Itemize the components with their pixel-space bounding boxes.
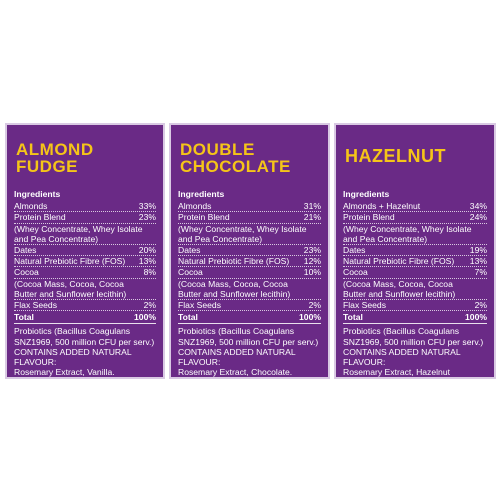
ingredient-row: Cocoa 7%: [343, 267, 487, 279]
ingredient-subnote: (Cocoa Mass, Cocoa, Cocoa Butter and Sun…: [343, 279, 487, 301]
flavour-title-line: DOUBLE: [180, 140, 255, 159]
ingredient-name: Cocoa: [14, 267, 39, 278]
ingredient-row: Dates 19%: [343, 245, 487, 257]
ingredient-row: Almonds 31%: [178, 201, 321, 213]
ingredient-percent: 23%: [303, 245, 321, 256]
total-row: Total 100%: [343, 312, 487, 325]
flavour-title-line: FUDGE: [16, 157, 78, 176]
total-label: Total: [14, 312, 34, 323]
panel-hazelnut: HAZELNUT Ingredients Almonds + Hazelnut 34%…: [334, 123, 496, 379]
total-value: 100%: [134, 312, 156, 323]
total-label: Total: [178, 312, 198, 323]
ingredient-percent: 12%: [303, 256, 321, 267]
ingredients-heading: Ingredients: [14, 189, 61, 199]
ingredient-percent: 13%: [138, 256, 156, 267]
ingredient-row: Almonds 33%: [14, 201, 156, 213]
ingredient-subnote: (Cocoa Mass, Cocoa, Cocoa Butter and Sun…: [178, 279, 321, 301]
ingredients-list: Ingredients Almonds 31% Protein Blend 21% (Wh…: [178, 189, 321, 377]
ingredient-percent: 34%: [469, 201, 487, 212]
ingredient-row: Flax Seeds 2%: [178, 300, 321, 312]
ingredient-row: Cocoa 10%: [178, 267, 321, 279]
flavour-title: ALMOND FUDGE: [16, 141, 94, 175]
ingredient-subnote: (Whey Concentrate, Whey Isolate and Pea …: [178, 224, 321, 246]
ingredient-name: Flax Seeds: [14, 300, 57, 311]
ingredient-row: Almonds + Hazelnut 34%: [343, 201, 487, 213]
flavour-text: Rosemary Extract, Vanilla.: [14, 367, 115, 378]
total-row: Total 100%: [178, 312, 321, 325]
flavour-title-line: ALMOND: [16, 140, 94, 159]
ingredient-name: Almonds + Hazelnut: [343, 201, 421, 212]
ingredient-name: Natural Prebiotic Fibre (FOS): [178, 256, 290, 267]
ingredient-row: Dates 23%: [178, 245, 321, 257]
probiotics-note: Probiotics (Bacillus Coagulans SNZ1969, …: [343, 326, 484, 347]
ingredient-name: Natural Prebiotic Fibre (FOS): [343, 256, 455, 267]
ingredient-name: Almonds: [14, 201, 48, 212]
flavour-heading: CONTAINS ADDED NATURAL FLAVOUR:: [343, 346, 461, 368]
ingredient-row: Cocoa 8%: [14, 267, 156, 279]
ingredient-name: Protein Blend: [178, 212, 230, 223]
ingredient-row: Flax Seeds 2%: [343, 300, 487, 312]
ingredient-name: Protein Blend: [14, 212, 66, 223]
total-row: Total 100%: [14, 312, 156, 325]
ingredient-name: Dates: [343, 245, 366, 256]
ingredient-row: Natural Prebiotic Fibre (FOS) 12%: [178, 256, 321, 268]
ingredient-percent: 8%: [143, 267, 156, 278]
ingredient-percent: 7%: [474, 267, 487, 278]
ingredient-name: Dates: [178, 245, 201, 256]
ingredient-percent: 24%: [469, 212, 487, 223]
total-value: 100%: [299, 312, 321, 323]
ingredient-percent: 2%: [143, 300, 156, 311]
ingredient-name: Natural Prebiotic Fibre (FOS): [14, 256, 126, 267]
ingredient-percent: 13%: [469, 256, 487, 267]
ingredient-percent: 19%: [469, 245, 487, 256]
ingredients-list: Ingredients Almonds + Hazelnut 34% Protein …: [343, 189, 487, 377]
flavour-text: Rosemary Extract, Chocolate.: [178, 367, 293, 378]
ingredient-percent: 21%: [303, 212, 321, 223]
ingredient-subnote: (Whey Concentrate, Whey Isolate and Pea …: [343, 224, 487, 246]
ingredient-row: Protein Blend 21%: [178, 212, 321, 224]
ingredient-percent: 31%: [303, 201, 321, 212]
ingredient-percent: 2%: [308, 300, 321, 311]
ingredient-name: Cocoa: [343, 267, 368, 278]
ingredient-percent: 33%: [138, 201, 156, 212]
ingredient-percent: 10%: [303, 267, 321, 278]
ingredient-percent: 20%: [138, 245, 156, 256]
ingredient-row: Protein Blend 24%: [343, 212, 487, 224]
ingredient-row: Protein Blend 23%: [14, 212, 156, 224]
ingredient-name: Cocoa: [178, 267, 203, 278]
ingredient-row: Natural Prebiotic Fibre (FOS) 13%: [14, 256, 156, 268]
flavour-title: HAZELNUT: [345, 146, 446, 166]
ingredients-heading: Ingredients: [178, 189, 225, 199]
flavour-title: DOUBLE CHOCOLATE: [180, 141, 291, 175]
total-label: Total: [343, 312, 363, 323]
ingredients-heading: Ingredients: [343, 189, 390, 199]
ingredient-name: Almonds: [178, 201, 212, 212]
flavour-title-line: HAZELNUT: [345, 146, 446, 166]
ingredient-row: Dates 20%: [14, 245, 156, 257]
flavour-text: Rosemary Extract, Hazelnut: [343, 367, 450, 378]
ingredient-name: Flax Seeds: [343, 300, 386, 311]
ingredient-row: Natural Prebiotic Fibre (FOS) 13%: [343, 256, 487, 268]
probiotics-note: Probiotics (Bacillus Coagulans SNZ1969, …: [14, 326, 155, 347]
flavour-title-line: CHOCOLATE: [180, 157, 291, 176]
ingredient-subnote: (Cocoa Mass, Cocoa, Cocoa Butter and Sun…: [14, 279, 156, 301]
ingredient-percent: 23%: [138, 212, 156, 223]
probiotics-note: Probiotics (Bacillus Coagulans SNZ1969, …: [178, 326, 319, 347]
ingredient-subnote: (Whey Concentrate, Whey Isolate and Pea …: [14, 224, 156, 246]
ingredient-row: Flax Seeds 2%: [14, 300, 156, 312]
ingredients-list: Ingredients Almonds 33% Protein Blend 23% (Wh…: [14, 189, 156, 377]
ingredient-name: Flax Seeds: [178, 300, 221, 311]
ingredient-percent: 2%: [474, 300, 487, 311]
flavour-heading: CONTAINS ADDED NATURAL FLAVOUR:: [178, 346, 296, 368]
flavour-heading: CONTAINS ADDED NATURAL FLAVOUR:: [14, 346, 132, 368]
total-value: 100%: [465, 312, 487, 323]
ingredient-name: Dates: [14, 245, 37, 256]
panel-double-chocolate: DOUBLE CHOCOLATE Ingredients Almonds 31% Prot…: [169, 123, 330, 379]
ingredient-name: Protein Blend: [343, 212, 395, 223]
panel-almond-fudge: ALMOND FUDGE Ingredients Almonds 33% Protein …: [5, 123, 165, 379]
